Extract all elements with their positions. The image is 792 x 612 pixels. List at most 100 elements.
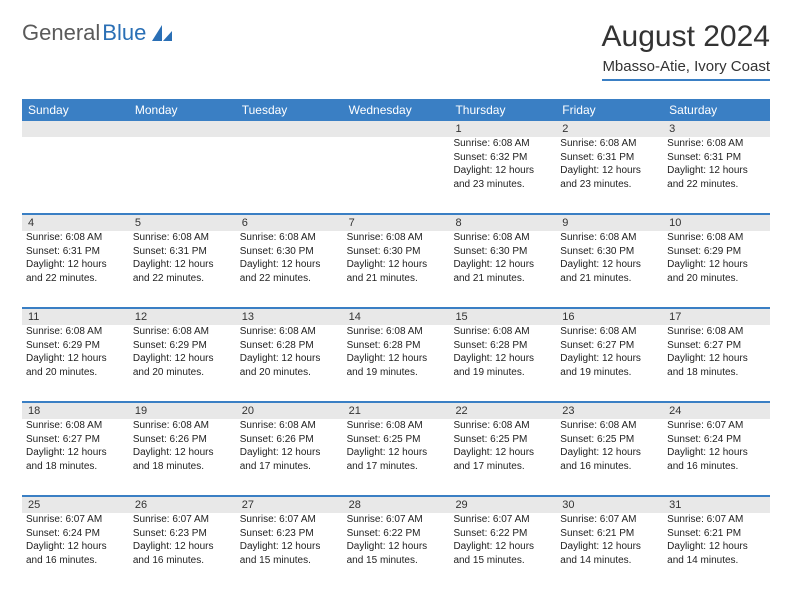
day-cell: Sunrise: 6:08 AMSunset: 6:26 PMDaylight:… [129, 419, 236, 495]
sunset-text: Sunset: 6:32 PM [453, 151, 552, 165]
day-info: Sunrise: 6:08 AMSunset: 6:30 PMDaylight:… [347, 231, 446, 285]
day-cell: Sunrise: 6:08 AMSunset: 6:31 PMDaylight:… [663, 137, 770, 213]
sunset-text: Sunset: 6:29 PM [133, 339, 232, 353]
day-number: 19 [129, 403, 236, 419]
daylight-text: Daylight: 12 hours and 16 minutes. [667, 446, 766, 473]
day-cell: Sunrise: 6:08 AMSunset: 6:30 PMDaylight:… [556, 231, 663, 307]
day-info: Sunrise: 6:08 AMSunset: 6:31 PMDaylight:… [26, 231, 125, 285]
sunrise-text: Sunrise: 6:07 AM [667, 419, 766, 433]
sunset-text: Sunset: 6:30 PM [560, 245, 659, 259]
day-cell: Sunrise: 6:08 AMSunset: 6:28 PMDaylight:… [343, 325, 450, 401]
day-number [343, 121, 450, 137]
day-info: Sunrise: 6:08 AMSunset: 6:26 PMDaylight:… [133, 419, 232, 473]
day-number: 12 [129, 309, 236, 325]
sunrise-text: Sunrise: 6:08 AM [560, 231, 659, 245]
sunset-text: Sunset: 6:27 PM [26, 433, 125, 447]
sunset-text: Sunset: 6:22 PM [347, 527, 446, 541]
daylight-text: Daylight: 12 hours and 20 minutes. [133, 352, 232, 379]
day-number: 11 [22, 309, 129, 325]
sunrise-text: Sunrise: 6:08 AM [240, 325, 339, 339]
day-info: Sunrise: 6:07 AMSunset: 6:21 PMDaylight:… [667, 513, 766, 567]
sunrise-text: Sunrise: 6:08 AM [347, 419, 446, 433]
daylight-text: Daylight: 12 hours and 21 minutes. [453, 258, 552, 285]
sunrise-text: Sunrise: 6:08 AM [347, 325, 446, 339]
sunrise-text: Sunrise: 6:08 AM [133, 325, 232, 339]
sunrise-text: Sunrise: 6:08 AM [240, 231, 339, 245]
sunrise-text: Sunrise: 6:08 AM [26, 419, 125, 433]
sail-icon [150, 23, 174, 43]
day-info: Sunrise: 6:08 AMSunset: 6:25 PMDaylight:… [347, 419, 446, 473]
day-cell [236, 137, 343, 213]
day-number: 17 [663, 309, 770, 325]
logo-text-blue: Blue [102, 20, 146, 46]
day-number-strip: 45678910 [22, 215, 770, 231]
day-info: Sunrise: 6:08 AMSunset: 6:28 PMDaylight:… [453, 325, 552, 379]
day-cell: Sunrise: 6:08 AMSunset: 6:25 PMDaylight:… [449, 419, 556, 495]
daylight-text: Daylight: 12 hours and 17 minutes. [453, 446, 552, 473]
day-cell [129, 137, 236, 213]
sunrise-text: Sunrise: 6:08 AM [26, 231, 125, 245]
day-info: Sunrise: 6:07 AMSunset: 6:24 PMDaylight:… [26, 513, 125, 567]
week-row: Sunrise: 6:08 AMSunset: 6:29 PMDaylight:… [22, 325, 770, 401]
day-number: 30 [556, 497, 663, 513]
day-info: Sunrise: 6:07 AMSunset: 6:21 PMDaylight:… [560, 513, 659, 567]
day-cell: Sunrise: 6:08 AMSunset: 6:27 PMDaylight:… [556, 325, 663, 401]
sunrise-text: Sunrise: 6:08 AM [453, 419, 552, 433]
sunset-text: Sunset: 6:30 PM [347, 245, 446, 259]
day-cell: Sunrise: 6:07 AMSunset: 6:21 PMDaylight:… [556, 513, 663, 589]
sunset-text: Sunset: 6:30 PM [240, 245, 339, 259]
week-row: Sunrise: 6:08 AMSunset: 6:27 PMDaylight:… [22, 419, 770, 495]
week-row: Sunrise: 6:08 AMSunset: 6:32 PMDaylight:… [22, 137, 770, 213]
daylight-text: Daylight: 12 hours and 15 minutes. [240, 540, 339, 567]
sunset-text: Sunset: 6:22 PM [453, 527, 552, 541]
day-number: 27 [236, 497, 343, 513]
day-number: 16 [556, 309, 663, 325]
daylight-text: Daylight: 12 hours and 22 minutes. [133, 258, 232, 285]
day-cell: Sunrise: 6:08 AMSunset: 6:29 PMDaylight:… [22, 325, 129, 401]
day-number: 4 [22, 215, 129, 231]
daylight-text: Daylight: 12 hours and 16 minutes. [133, 540, 232, 567]
day-number [129, 121, 236, 137]
day-info: Sunrise: 6:08 AMSunset: 6:26 PMDaylight:… [240, 419, 339, 473]
page-subtitle: Mbasso-Atie, Ivory Coast [602, 58, 770, 81]
daylight-text: Daylight: 12 hours and 18 minutes. [26, 446, 125, 473]
day-cell: Sunrise: 6:07 AMSunset: 6:22 PMDaylight:… [449, 513, 556, 589]
day-cell [22, 137, 129, 213]
sunset-text: Sunset: 6:23 PM [133, 527, 232, 541]
daylight-text: Daylight: 12 hours and 16 minutes. [26, 540, 125, 567]
daylight-text: Daylight: 12 hours and 14 minutes. [560, 540, 659, 567]
day-number: 10 [663, 215, 770, 231]
sunset-text: Sunset: 6:21 PM [560, 527, 659, 541]
day-info: Sunrise: 6:07 AMSunset: 6:23 PMDaylight:… [133, 513, 232, 567]
day-cell: Sunrise: 6:08 AMSunset: 6:29 PMDaylight:… [663, 231, 770, 307]
day-number: 3 [663, 121, 770, 137]
day-info: Sunrise: 6:08 AMSunset: 6:27 PMDaylight:… [560, 325, 659, 379]
day-number: 28 [343, 497, 450, 513]
day-info: Sunrise: 6:08 AMSunset: 6:28 PMDaylight:… [347, 325, 446, 379]
week-row: Sunrise: 6:07 AMSunset: 6:24 PMDaylight:… [22, 513, 770, 589]
week-row: Sunrise: 6:08 AMSunset: 6:31 PMDaylight:… [22, 231, 770, 307]
day-number: 6 [236, 215, 343, 231]
day-info: Sunrise: 6:08 AMSunset: 6:30 PMDaylight:… [453, 231, 552, 285]
sunset-text: Sunset: 6:29 PM [667, 245, 766, 259]
day-info: Sunrise: 6:08 AMSunset: 6:29 PMDaylight:… [667, 231, 766, 285]
day-info: Sunrise: 6:08 AMSunset: 6:29 PMDaylight:… [26, 325, 125, 379]
sunrise-text: Sunrise: 6:07 AM [133, 513, 232, 527]
logo: GeneralBlue [22, 20, 174, 46]
day-cell: Sunrise: 6:08 AMSunset: 6:30 PMDaylight:… [236, 231, 343, 307]
page-header: GeneralBlue August 2024 Mbasso-Atie, Ivo… [22, 20, 770, 81]
day-cell: Sunrise: 6:07 AMSunset: 6:24 PMDaylight:… [663, 419, 770, 495]
day-header-cell: Tuesday [236, 99, 343, 121]
day-number: 1 [449, 121, 556, 137]
sunrise-text: Sunrise: 6:07 AM [26, 513, 125, 527]
day-info: Sunrise: 6:08 AMSunset: 6:25 PMDaylight:… [560, 419, 659, 473]
daylight-text: Daylight: 12 hours and 21 minutes. [347, 258, 446, 285]
daylight-text: Daylight: 12 hours and 20 minutes. [26, 352, 125, 379]
sunset-text: Sunset: 6:26 PM [240, 433, 339, 447]
sunset-text: Sunset: 6:27 PM [560, 339, 659, 353]
day-number: 25 [22, 497, 129, 513]
day-info: Sunrise: 6:07 AMSunset: 6:22 PMDaylight:… [347, 513, 446, 567]
day-number: 29 [449, 497, 556, 513]
day-number: 23 [556, 403, 663, 419]
sunset-text: Sunset: 6:28 PM [453, 339, 552, 353]
